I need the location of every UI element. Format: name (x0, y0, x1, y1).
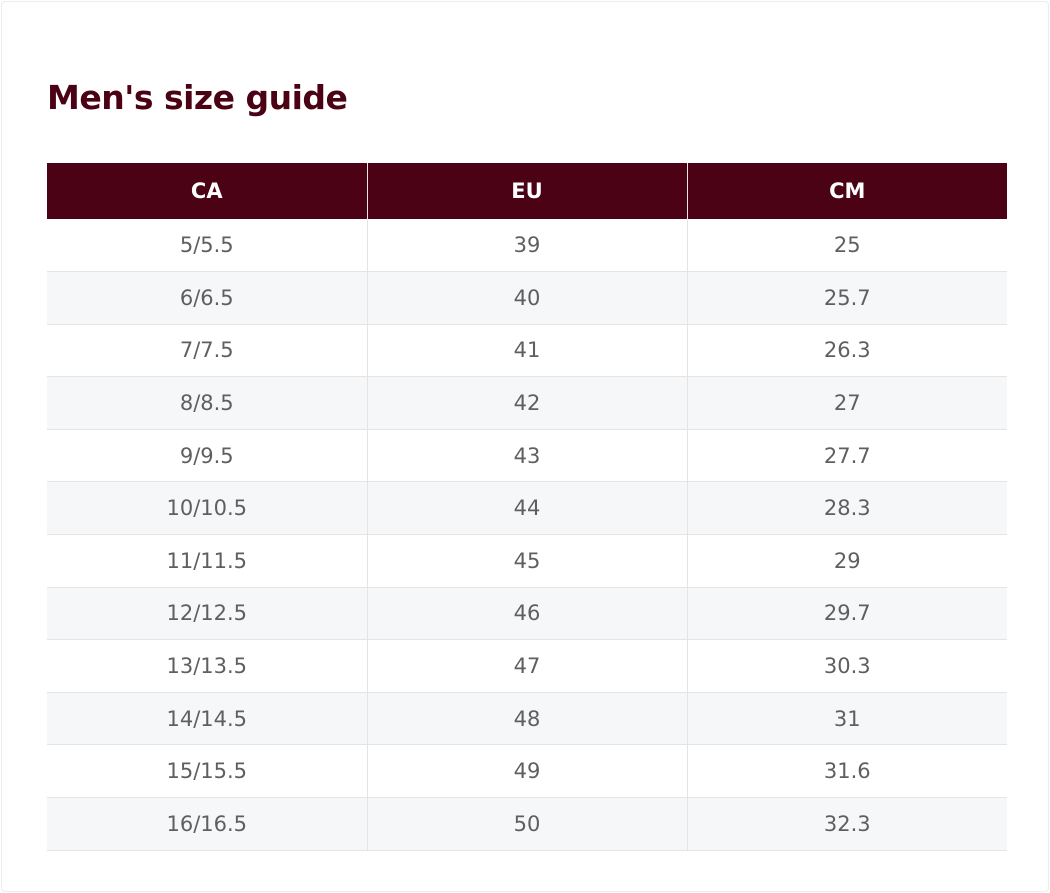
cell-cm: 31 (686, 692, 1007, 746)
cell-ca: 6/6.5 (47, 271, 367, 325)
table-row: 12/12.5 46 29.7 (47, 587, 1007, 641)
cell-eu: 44 (366, 481, 687, 536)
cell-ca: 16/16.5 (47, 797, 367, 851)
cell-cm: 27.7 (686, 429, 1007, 483)
cell-eu: 49 (366, 744, 687, 799)
table-row: 6/6.5 40 25.7 (47, 271, 1007, 325)
table-row: 13/13.5 47 30.3 (47, 639, 1007, 693)
cell-eu: 42 (366, 376, 687, 430)
cell-eu: 40 (366, 271, 687, 325)
cell-eu: 45 (366, 534, 687, 588)
cell-ca: 9/9.5 (47, 429, 367, 483)
column-header-cm: CM (686, 163, 1007, 219)
cell-cm: 32.3 (686, 797, 1007, 851)
column-header-eu: EU (366, 163, 687, 219)
size-table-body: 5/5.5 39 25 6/6.5 40 25.7 7/7.5 41 26.3 … (47, 219, 1007, 851)
cell-eu: 50 (366, 797, 687, 851)
table-header-row: CA EU CM (47, 163, 1007, 219)
cell-eu: 41 (366, 324, 687, 378)
cell-eu: 48 (366, 692, 687, 746)
cell-eu: 39 (366, 219, 687, 273)
cell-ca: 15/15.5 (47, 744, 367, 799)
page-title: Men's size guide (47, 78, 348, 117)
cell-ca: 7/7.5 (47, 324, 367, 378)
cell-ca: 8/8.5 (47, 376, 367, 430)
table-row: 10/10.5 44 28.3 (47, 481, 1007, 536)
table-row: 9/9.5 43 27.7 (47, 429, 1007, 483)
size-table-head: CA EU CM (47, 163, 1007, 219)
cell-ca: 13/13.5 (47, 639, 367, 693)
cell-cm: 26.3 (686, 324, 1007, 378)
cell-cm: 27 (686, 376, 1007, 430)
cell-cm: 29 (686, 534, 1007, 588)
table-row: 15/15.5 49 31.6 (47, 744, 1007, 799)
cell-cm: 31.6 (686, 744, 1007, 799)
table-row: 11/11.5 45 29 (47, 534, 1007, 588)
cell-eu: 46 (366, 587, 687, 641)
cell-cm: 25.7 (686, 271, 1007, 325)
cell-cm: 28.3 (686, 481, 1007, 536)
cell-ca: 11/11.5 (47, 534, 367, 588)
table-row: 8/8.5 42 27 (47, 376, 1007, 430)
cell-cm: 25 (686, 219, 1007, 273)
cell-cm: 29.7 (686, 587, 1007, 641)
table-row: 5/5.5 39 25 (47, 219, 1007, 273)
cell-cm: 30.3 (686, 639, 1007, 693)
cell-ca: 12/12.5 (47, 587, 367, 641)
column-header-ca: CA (47, 163, 367, 219)
cell-ca: 14/14.5 (47, 692, 367, 746)
cell-ca: 10/10.5 (47, 481, 367, 536)
table-row: 7/7.5 41 26.3 (47, 324, 1007, 378)
cell-ca: 5/5.5 (47, 219, 367, 273)
cell-eu: 43 (366, 429, 687, 483)
size-table: CA EU CM 5/5.5 39 25 6/6.5 40 25.7 7/7.5… (47, 163, 1007, 851)
cell-eu: 47 (366, 639, 687, 693)
table-row: 16/16.5 50 32.3 (47, 797, 1007, 851)
table-row: 14/14.5 48 31 (47, 692, 1007, 746)
